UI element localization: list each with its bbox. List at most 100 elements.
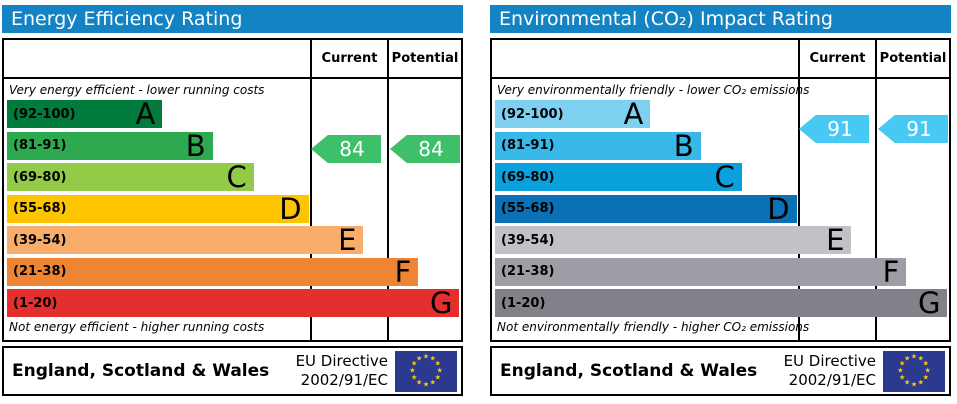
column-header-row xyxy=(4,40,461,79)
eu-directive-label: EU Directive 2002/91/EC xyxy=(296,352,388,390)
band-letter: F xyxy=(882,254,900,289)
band-a: (92-100) A xyxy=(495,97,651,131)
eu-star-icon: ★ xyxy=(922,359,929,368)
co2-rating-chart: Current Potential Very environmentally f… xyxy=(490,38,951,342)
eu-star-icon: ★ xyxy=(924,366,931,375)
band-range: (81-91) xyxy=(13,138,67,153)
region-label: England, Scotland & Wales xyxy=(12,361,270,381)
band-range: (1-20) xyxy=(501,295,546,311)
panel-title: Energy Efficiency Rating xyxy=(2,5,463,33)
eu-directive-line2: 2002/91/EC xyxy=(300,371,388,389)
band-letter: A xyxy=(135,97,156,131)
eu-star-icon: ★ xyxy=(411,359,418,368)
band-range: (92-100) xyxy=(501,106,564,122)
band-letter: C xyxy=(226,160,247,194)
eu-star-icon: ★ xyxy=(910,380,918,389)
band-range: (39-54) xyxy=(501,232,555,248)
eu-star-icon: ★ xyxy=(904,354,911,363)
eu-star-icon: ★ xyxy=(899,373,906,382)
band-range: (21-38) xyxy=(501,264,555,279)
eu-directive-line1: EU Directive xyxy=(783,352,876,371)
band-letter: B xyxy=(673,128,694,163)
eu-star-icon: ★ xyxy=(434,373,441,382)
band-range: (39-54) xyxy=(13,232,67,248)
band-e: (39-54) E xyxy=(7,223,364,257)
eu-star-icon: ★ xyxy=(910,352,918,361)
top-note: Very energy efficient - lower running co… xyxy=(9,83,265,97)
potential-column-header: Potential xyxy=(879,51,947,66)
eu-star-icon: ★ xyxy=(436,366,443,375)
panel-title: Environmental (CO₂) Impact Rating xyxy=(490,5,951,33)
band-range: (69-80) xyxy=(501,169,555,185)
potential-rating-arrow: 91 xyxy=(878,115,948,143)
top-note: Very environmentally friendly - lower CO… xyxy=(497,83,810,97)
band-g: (1-20) G xyxy=(495,286,948,320)
band-d: (55-68) D xyxy=(7,191,309,226)
eu-star-icon: ★ xyxy=(429,378,436,387)
eu-directive-line1: EU Directive xyxy=(295,352,388,371)
band-letter: F xyxy=(394,254,412,289)
band-d: (55-68) D xyxy=(495,191,797,226)
eu-star-icon: ★ xyxy=(917,354,924,363)
band-f: (21-38) F xyxy=(7,254,419,289)
band-range: (81-91) xyxy=(501,138,555,153)
band-letter: G xyxy=(429,286,453,320)
eu-star-icon: ★ xyxy=(897,366,904,375)
band-range: (92-100) xyxy=(13,106,76,122)
band-letter: G xyxy=(917,286,941,320)
energy-rating-chart: Current Potential Very energy efficient … xyxy=(2,38,463,342)
column-divider xyxy=(387,40,389,340)
potential-column-header: Potential xyxy=(391,51,459,66)
environmental-impact-panel: Environmental (CO₂) Impact Rating Curren… xyxy=(490,5,951,396)
eu-star-icon: ★ xyxy=(917,378,924,387)
band-g: (1-20) G xyxy=(7,286,460,320)
band-range: (69-80) xyxy=(13,169,67,185)
eu-star-icon: ★ xyxy=(416,354,423,363)
band-range: (55-68) xyxy=(501,201,555,216)
eu-star-icon: ★ xyxy=(899,359,906,368)
potential-rating-arrow: 84 xyxy=(390,135,460,163)
band-b: (81-91) B xyxy=(7,128,213,163)
eu-star-icon: ★ xyxy=(922,373,929,382)
band-a: (92-100) A xyxy=(7,97,163,131)
band-letter: D xyxy=(767,191,790,226)
bottom-note: Not environmentally friendly - higher CO… xyxy=(497,320,810,334)
current-column-header: Current xyxy=(809,51,866,66)
band-c: (69-80) C xyxy=(495,160,742,194)
eu-star-icon: ★ xyxy=(422,352,430,361)
band-letter: D xyxy=(279,191,302,226)
panel-footer: England, Scotland & Wales EU Directive 2… xyxy=(2,346,463,396)
eu-star-icon: ★ xyxy=(904,378,911,387)
bottom-note: Not energy efficient - higher running co… xyxy=(9,320,265,334)
eu-star-icon: ★ xyxy=(429,354,436,363)
column-divider xyxy=(875,40,877,340)
eu-flag-icon: ★ ★ ★ ★ ★ ★ ★ ★ ★ ★ ★ ★ xyxy=(883,350,945,392)
eu-star-icon: ★ xyxy=(411,373,418,382)
band-range: (21-38) xyxy=(13,264,67,279)
column-divider xyxy=(798,40,800,340)
eu-star-icon: ★ xyxy=(409,366,416,375)
eu-directive-label: EU Directive 2002/91/EC xyxy=(784,352,876,390)
band-c: (69-80) C xyxy=(7,160,254,194)
region-label: England, Scotland & Wales xyxy=(500,361,758,381)
eu-star-icon: ★ xyxy=(434,359,441,368)
panel-footer: England, Scotland & Wales EU Directive 2… xyxy=(490,346,951,396)
band-letter: B xyxy=(185,128,206,163)
band-letter: E xyxy=(826,223,845,257)
column-header-row xyxy=(492,40,949,79)
eu-star-icon: ★ xyxy=(416,378,423,387)
energy-efficiency-panel: Energy Efficiency Rating Current Potenti… xyxy=(2,5,463,396)
band-letter: C xyxy=(714,160,735,194)
band-letter: E xyxy=(338,223,357,257)
band-letter: A xyxy=(623,97,644,131)
band-f: (21-38) F xyxy=(495,254,907,289)
band-range: (1-20) xyxy=(13,295,58,311)
eu-directive-line2: 2002/91/EC xyxy=(788,371,876,389)
band-range: (55-68) xyxy=(13,201,67,216)
current-rating-arrow: 84 xyxy=(311,135,381,163)
current-column-header: Current xyxy=(321,51,378,66)
eu-flag-icon: ★ ★ ★ ★ ★ ★ ★ ★ ★ ★ ★ ★ xyxy=(395,350,457,392)
band-b: (81-91) B xyxy=(495,128,701,163)
band-e: (39-54) E xyxy=(495,223,852,257)
